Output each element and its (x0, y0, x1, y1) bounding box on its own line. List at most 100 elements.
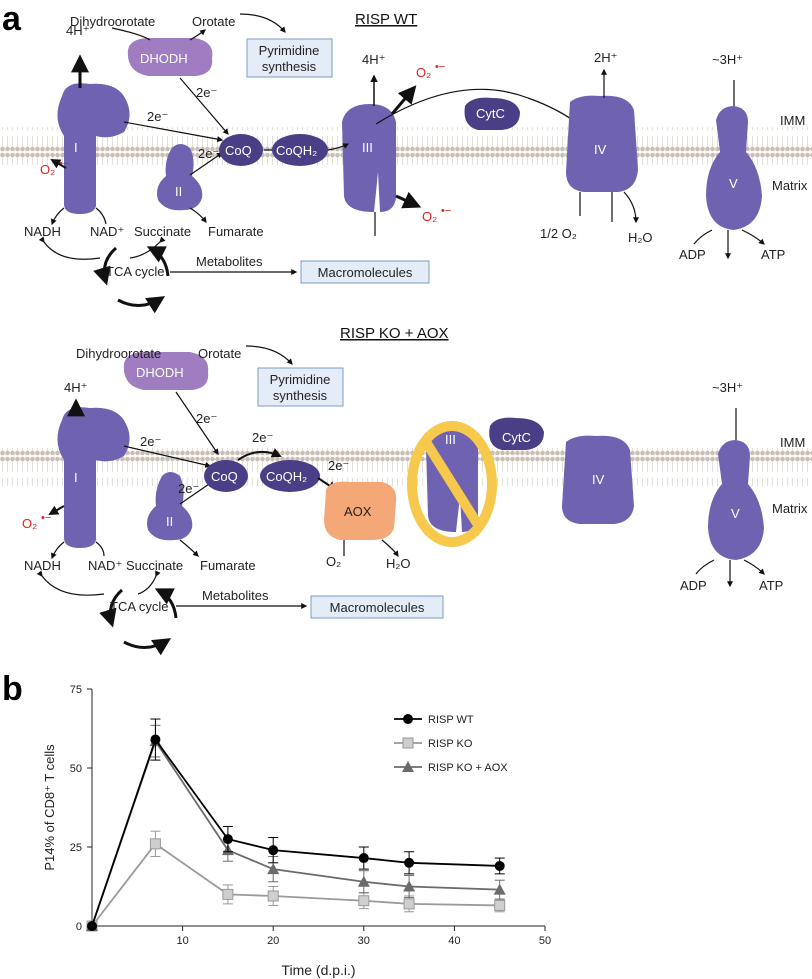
ko-tca-cycle: TCA cycle (99, 588, 178, 656)
wt-2e-II: 2e⁻ (198, 146, 219, 161)
wt-membrane (0, 127, 812, 165)
svg-text:TCA cycle: TCA cycle (106, 264, 165, 279)
x-tick-label: 40 (448, 935, 460, 947)
wt-o2-I: O₂ (40, 162, 55, 177)
wt-tca-cycle: TCA cycle (93, 246, 170, 314)
ko-macromolecules-box: Macromolecules (310, 595, 444, 619)
svg-text:TCA cycle: TCA cycle (110, 599, 169, 614)
ko-dhodh: DHODH (123, 352, 209, 390)
svg-text:IV: IV (592, 472, 605, 487)
svg-text:Macromolecules: Macromolecules (330, 600, 425, 615)
svg-text:III: III (362, 140, 373, 155)
data-point-2 (357, 875, 370, 887)
wt-o2-III-bottom: O₂ (422, 209, 437, 224)
wt-coqh2: CoQH₂ (272, 134, 328, 166)
wt-3h-V: ~3H⁺ (712, 52, 743, 67)
wt-dihydroorotate: Dihydroorotate (70, 14, 155, 29)
ko-pyrimidine-box: Pyrimidine synthesis (257, 367, 344, 407)
data-point-1 (267, 890, 279, 902)
ko-3h-V: ~3H⁺ (712, 380, 743, 395)
svg-text:synthesis: synthesis (262, 59, 317, 74)
data-point-0 (358, 853, 369, 864)
data-point-0 (150, 734, 161, 745)
ko-orotate: Orotate (198, 346, 241, 361)
ko-o2-I: O₂ (22, 516, 37, 531)
data-point-2 (267, 863, 280, 875)
wt-metabolites: Metabolites (196, 254, 263, 269)
svg-text:synthesis: synthesis (273, 388, 328, 403)
legend-label: RISP WT (428, 714, 474, 726)
ko-succinate: Succinate (126, 558, 183, 573)
ko-coq: CoQ (204, 460, 248, 492)
ko-complex-I: I (57, 407, 130, 548)
panel-a-label: a (2, 0, 22, 38)
wt-4h-I: 4H⁺ (66, 23, 89, 38)
data-point-1 (403, 898, 415, 910)
svg-text:DHODH: DHODH (140, 51, 188, 66)
wt-h2o: H₂O (628, 230, 653, 245)
svg-text:II: II (166, 514, 173, 529)
data-point-1 (149, 838, 161, 850)
wt-atp: ATP (761, 247, 785, 262)
legend-marker (402, 761, 414, 772)
ko-2e-I: 2e⁻ (140, 434, 161, 449)
svg-text:V: V (731, 506, 740, 521)
wt-title: RISP WT (355, 11, 417, 28)
ko-coqh2: CoQH₂ (260, 460, 320, 492)
svg-text:•−: •− (59, 158, 69, 170)
ko-cytc: CytC (489, 417, 544, 450)
ko-adp: ADP (680, 578, 707, 593)
y-tick-label: 0 (76, 921, 82, 933)
svg-text:IV: IV (594, 142, 607, 157)
data-point-2 (493, 883, 506, 895)
x-tick-label: 30 (358, 935, 370, 947)
svg-text:Macromolecules: Macromolecules (318, 265, 413, 280)
chart: 10 20 30 40 50 0 25 50 75 Time (d.p.i.) P14% of CD… (42, 684, 551, 978)
data-point-2 (403, 880, 416, 892)
ko-2e-Q2: 2e⁻ (328, 458, 349, 473)
svg-text:CoQ: CoQ (211, 469, 238, 484)
wt-matrix: Matrix (772, 178, 808, 193)
svg-text:•−: •− (41, 512, 51, 524)
wt-cytc: CytC (464, 97, 520, 130)
wt-o2-III-top: O₂ (416, 65, 431, 80)
ko-membrane (0, 448, 812, 486)
ko-2e-II: 2e⁻ (178, 481, 199, 496)
wt-fumarate: Fumarate (208, 224, 264, 239)
wt-half-o2: 1/2 O₂ (540, 226, 577, 241)
ko-complex-II: II (147, 472, 193, 541)
data-point-1 (494, 899, 506, 911)
legend-marker (403, 714, 413, 724)
wt-macromolecules-box: Macromolecules (300, 260, 430, 284)
ko-nad: NAD⁺ (88, 558, 122, 573)
ko-fumarate: Fumarate (200, 558, 256, 573)
ko-aox: AOX (324, 481, 397, 540)
svg-text:Pyrimidine: Pyrimidine (259, 43, 320, 58)
ko-dihydroorotate: Dihydroorotate (76, 346, 161, 361)
panel-b-label: b (2, 670, 23, 708)
svg-text:III: III (445, 432, 456, 447)
svg-text:•−: •− (435, 61, 445, 73)
ko-atp: ATP (759, 578, 783, 593)
ko-metabolites: Metabolites (202, 588, 269, 603)
wt-complex-I: I (57, 83, 130, 214)
wt-complex-IV: IV (566, 95, 638, 192)
legend-label: RISP KO + AOX (428, 762, 508, 774)
data-point-0 (87, 921, 97, 931)
wt-2e-DHODH: 2e⁻ (196, 85, 217, 100)
svg-text:II: II (175, 184, 182, 199)
svg-text:Pyrimidine: Pyrimidine (270, 372, 331, 387)
ko-nadh: NADH (24, 558, 61, 573)
svg-text:CoQ: CoQ (225, 143, 252, 158)
x-axis-label: Time (d.p.i.) (281, 962, 355, 978)
ko-2e-DHODH: 2e⁻ (196, 411, 217, 426)
y-tick-label: 75 (70, 684, 82, 696)
svg-text:CoQH₂: CoQH₂ (276, 143, 317, 158)
ko-title: RISP KO + AOX (340, 325, 449, 342)
wt-orotate: Orotate (192, 14, 235, 29)
y-axis-label: P14% of CD8⁺ T cells (42, 744, 57, 871)
ko-complex-IV: IV (562, 435, 634, 524)
y-tick-label: 50 (70, 763, 82, 775)
wt-complex-III: III (342, 104, 396, 212)
